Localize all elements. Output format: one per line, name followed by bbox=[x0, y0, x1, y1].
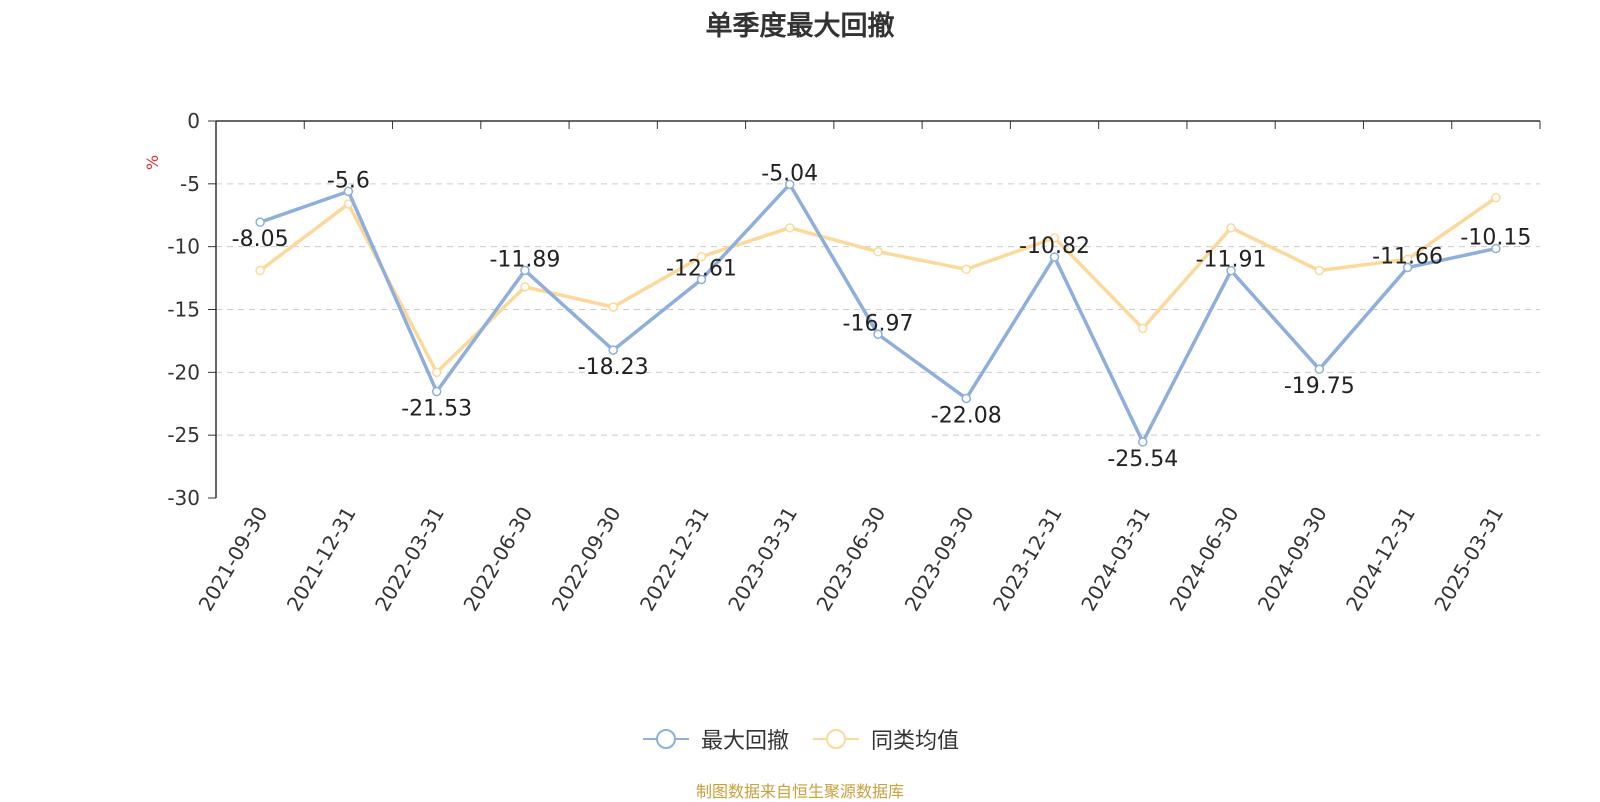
data-point-1[interactable] bbox=[961, 264, 972, 275]
data-point-0[interactable] bbox=[520, 265, 530, 276]
data-point-0[interactable] bbox=[1491, 243, 1501, 254]
data-point-1[interactable] bbox=[873, 246, 883, 257]
data-label: -5.6 bbox=[327, 168, 370, 193]
data-point-1[interactable] bbox=[255, 265, 265, 276]
data-point-1[interactable] bbox=[784, 223, 795, 233]
data-label: -10.15 bbox=[1460, 226, 1531, 251]
data-label: -21.53 bbox=[401, 397, 472, 422]
y-axis-unit-label: % bbox=[143, 155, 162, 170]
x-tick-label: 2022-09-30 bbox=[547, 503, 626, 616]
y-tick-label: -30 bbox=[167, 486, 200, 510]
legend: 最大回撤 同类均值 bbox=[0, 723, 1600, 755]
legend-label-max-drawdown: 最大回撤 bbox=[700, 729, 789, 754]
x-tick-label: 2023-09-30 bbox=[900, 503, 979, 616]
data-source-note: 制图数据来自恒生聚源数据库 bbox=[695, 782, 904, 801]
data-point-1[interactable] bbox=[608, 302, 618, 312]
data-label: -19.75 bbox=[1284, 374, 1355, 399]
x-tick-label: 2024-12-31 bbox=[1341, 503, 1420, 616]
y-tick-label: -20 bbox=[167, 360, 200, 384]
data-point-1[interactable] bbox=[1138, 323, 1148, 334]
data-label: -22.08 bbox=[931, 403, 1002, 428]
data-point-0[interactable] bbox=[608, 345, 618, 355]
y-tick-label: -25 bbox=[167, 423, 200, 447]
x-tick-label: 2023-06-30 bbox=[811, 503, 890, 616]
data-label: -11.91 bbox=[1196, 248, 1267, 273]
data-label: -25.54 bbox=[1107, 447, 1178, 472]
x-tick-label: 2022-03-31 bbox=[370, 503, 449, 616]
legend-label-peer-average: 同类均值 bbox=[871, 729, 960, 754]
data-point-0[interactable] bbox=[873, 329, 883, 340]
data-point-1[interactable] bbox=[696, 251, 707, 262]
y-tick-label: -10 bbox=[167, 235, 200, 259]
x-tick-label: 2025-03-31 bbox=[1429, 503, 1508, 616]
x-tick-label: 2024-09-30 bbox=[1253, 503, 1332, 616]
x-tick-label: 2023-12-31 bbox=[988, 503, 1067, 616]
data-point-0[interactable] bbox=[961, 393, 972, 404]
data-point-1[interactable] bbox=[1226, 223, 1236, 233]
data-label: -5.04 bbox=[761, 161, 818, 186]
data-point-1[interactable] bbox=[1049, 233, 1060, 243]
x-tick-label: 2021-12-31 bbox=[282, 503, 361, 616]
series-line-1 bbox=[259, 196, 1497, 375]
data-point-0[interactable] bbox=[343, 186, 354, 197]
data-point-0[interactable] bbox=[255, 217, 265, 227]
data-point-1[interactable] bbox=[1314, 265, 1325, 276]
data-point-0[interactable] bbox=[1226, 265, 1236, 276]
data-point-0[interactable] bbox=[1138, 437, 1148, 447]
x-tick-label: 2022-12-31 bbox=[635, 503, 714, 616]
data-point-0[interactable] bbox=[1402, 262, 1413, 273]
data-label: -11.89 bbox=[489, 247, 560, 272]
y-tick-label: -15 bbox=[167, 298, 200, 322]
legend-item-peer-average[interactable]: 同类均值 bbox=[811, 723, 959, 755]
data-point-0[interactable] bbox=[1314, 364, 1325, 374]
data-point-1[interactable] bbox=[431, 367, 442, 378]
line-chart: 0-5-10-15-20-25-30%2021-09-30 2021-12-31 2… bbox=[143, 109, 1541, 616]
data-point-0[interactable] bbox=[431, 386, 442, 397]
data-label: -18.23 bbox=[578, 355, 649, 380]
data-point-1[interactable] bbox=[1491, 192, 1501, 203]
data-point-0[interactable] bbox=[784, 179, 795, 190]
x-tick-label: 2024-06-30 bbox=[1164, 503, 1243, 616]
data-label: -16.97 bbox=[843, 311, 914, 336]
y-tick-label: 0 bbox=[187, 109, 200, 133]
legend-marker-peer-average bbox=[813, 729, 859, 749]
data-point-0[interactable] bbox=[1049, 252, 1060, 262]
x-tick-label: 2023-03-31 bbox=[723, 503, 802, 616]
legend-marker-max-drawdown bbox=[642, 729, 689, 749]
x-tick-label: 2021-09-30 bbox=[194, 503, 273, 616]
data-label: -12.61 bbox=[666, 256, 737, 281]
data-label: -8.05 bbox=[232, 227, 289, 252]
chart-title: 单季度最大回撤 bbox=[705, 11, 895, 42]
x-tick-label: 2022-06-30 bbox=[458, 503, 537, 616]
data-point-0[interactable] bbox=[696, 274, 707, 285]
legend-item-max-drawdown[interactable]: 最大回撤 bbox=[641, 723, 789, 755]
data-label: -10.82 bbox=[1019, 234, 1090, 259]
y-tick-label: -5 bbox=[180, 172, 200, 196]
x-tick-label: 2024-03-31 bbox=[1076, 503, 1155, 616]
data-point-1[interactable] bbox=[520, 282, 530, 292]
data-label: -11.66 bbox=[1372, 245, 1443, 270]
